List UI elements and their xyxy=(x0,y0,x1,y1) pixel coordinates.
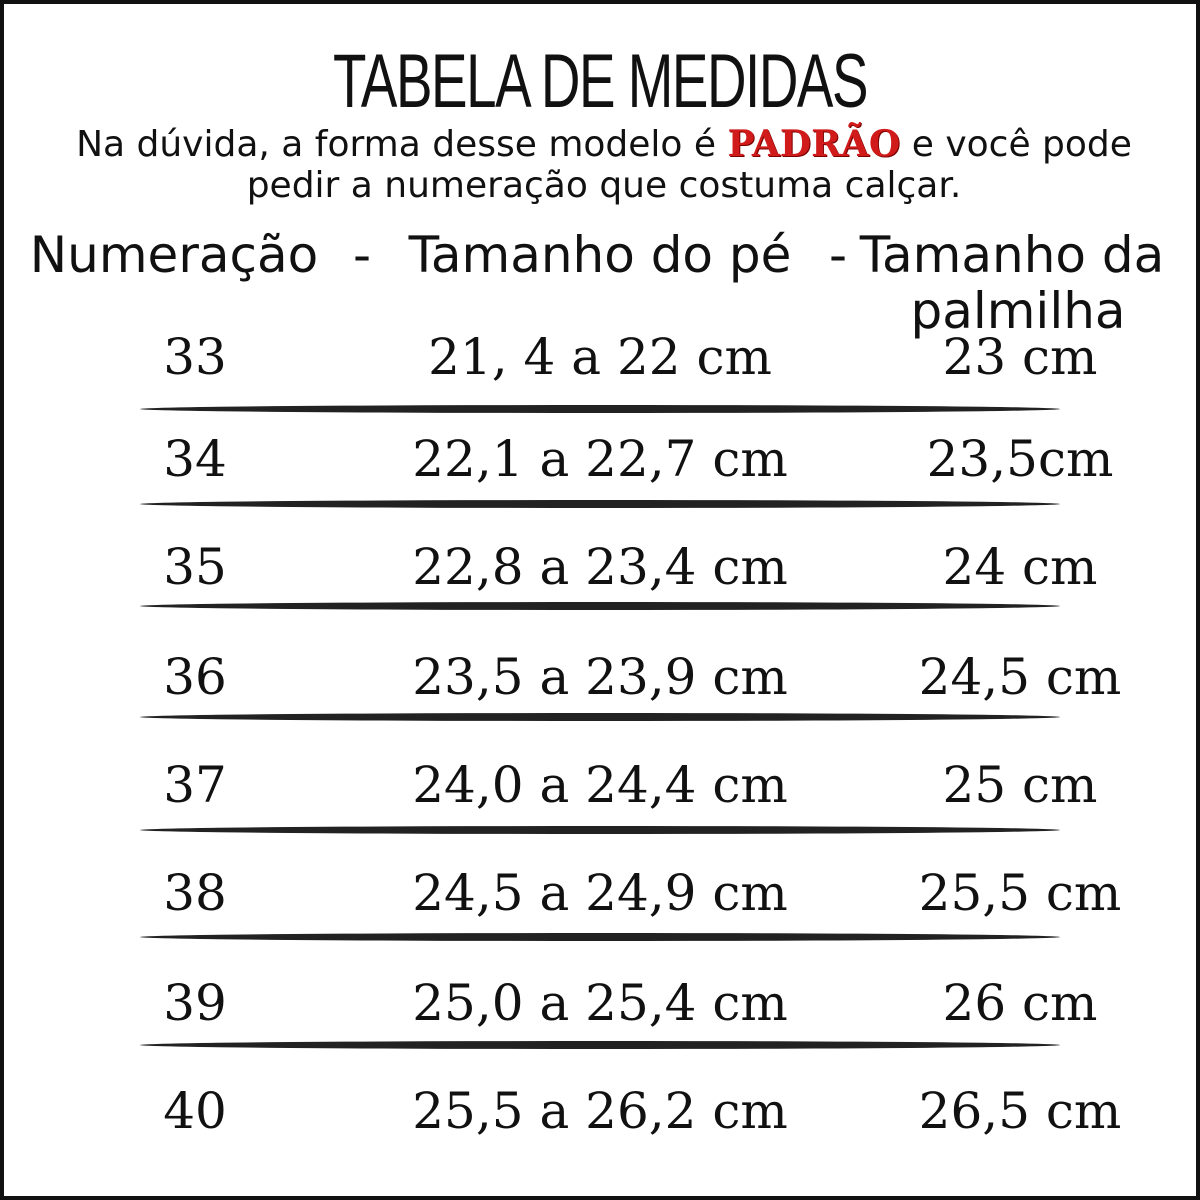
row-size: 39 xyxy=(163,974,227,1032)
header-insole-length-line-2: palmilha xyxy=(910,282,1126,340)
subtitle-after: e você pode xyxy=(900,124,1132,165)
row-size: 37 xyxy=(163,756,227,814)
row-insole: 26 cm xyxy=(942,974,1098,1032)
row-size: 38 xyxy=(163,864,227,922)
header-foot-length: Tamanho do pé xyxy=(408,226,792,284)
row-insole: 23 cm xyxy=(942,328,1098,386)
header-separator-1: - xyxy=(352,226,372,284)
row-insole: 24,5 cm xyxy=(918,648,1122,706)
row-foot: 23,5 a 23,9 cm xyxy=(412,648,788,706)
row-divider-brush-stroke xyxy=(139,500,1061,508)
row-size: 33 xyxy=(163,328,227,386)
row-foot: 24,5 a 24,9 cm xyxy=(412,864,788,922)
row-divider-brush-stroke xyxy=(139,933,1061,941)
row-insole: 25 cm xyxy=(942,756,1098,814)
subtitle-line-2: pedir a numeração que costuma calçar. xyxy=(246,165,962,206)
header-separator-2: - xyxy=(828,226,848,284)
row-foot: 25,5 a 26,2 cm xyxy=(412,1082,788,1140)
header-insole-length: Tamanho da xyxy=(859,226,1165,284)
row-divider-brush-stroke xyxy=(139,713,1061,721)
row-size: 36 xyxy=(163,648,227,706)
row-size: 40 xyxy=(163,1082,227,1140)
subtitle-highlight: PADRÃO xyxy=(727,123,901,165)
subtitle-before: Na dúvida, a forma desse modelo é xyxy=(76,124,728,165)
row-divider-brush-stroke xyxy=(139,405,1061,413)
row-insole: 24 cm xyxy=(942,538,1098,596)
row-size: 34 xyxy=(163,430,227,488)
page-title: TABELA DE MEDIDAS xyxy=(229,38,971,125)
row-divider-brush-stroke xyxy=(139,1041,1061,1049)
header-size: Numeração xyxy=(29,226,319,284)
row-foot: 21, 4 a 22 cm xyxy=(428,328,772,386)
row-insole: 25,5 cm xyxy=(918,864,1122,922)
subtitle-line-1: Na dúvida, a forma desse modelo é PADRÃO… xyxy=(76,124,1132,165)
title-text: TABELA DE MEDIDAS xyxy=(332,39,868,124)
row-insole: 26,5 cm xyxy=(918,1082,1122,1140)
row-divider-brush-stroke xyxy=(139,826,1061,834)
row-divider-brush-stroke xyxy=(139,602,1061,610)
row-insole: 23,5cm xyxy=(926,430,1114,488)
row-foot: 25,0 a 25,4 cm xyxy=(412,974,788,1032)
row-foot: 22,8 a 23,4 cm xyxy=(412,538,788,596)
row-size: 35 xyxy=(163,538,227,596)
row-foot: 24,0 a 24,4 cm xyxy=(412,756,788,814)
row-foot: 22,1 a 22,7 cm xyxy=(412,430,788,488)
